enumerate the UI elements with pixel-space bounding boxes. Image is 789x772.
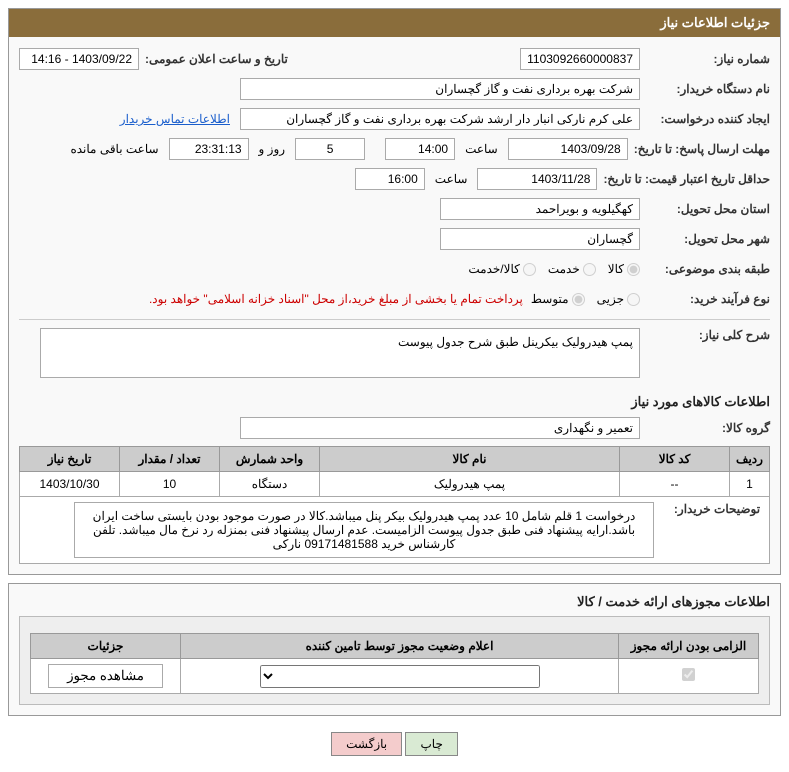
requester-label: ایجاد کننده درخواست: xyxy=(640,112,770,126)
desc-label: توضیحات خریدار: xyxy=(664,502,764,516)
class-opt-0: کالا xyxy=(608,262,624,276)
group-value: تعمیر و نگهداری xyxy=(240,417,640,439)
cell-unit: دستگاه xyxy=(220,472,320,497)
remain-label: ساعت باقی مانده xyxy=(70,142,158,156)
need-no-label: شماره نیاز: xyxy=(640,52,770,66)
class-label: طبقه بندی موضوعی: xyxy=(640,262,770,276)
valid-label: حداقل تاریخ اعتبار قیمت: تا تاریخ: xyxy=(597,172,770,186)
class-radio-service xyxy=(583,263,596,276)
summary-value: پمپ هیدرولیک بیکرینل طبق شرح جدول پیوست xyxy=(40,328,640,378)
cell-code: -- xyxy=(620,472,730,497)
permit-status-select[interactable] xyxy=(260,665,540,688)
summary-label: شرح کلی نیاز: xyxy=(640,328,770,342)
goods-section-title: اطلاعات کالاهای مورد نیاز xyxy=(19,384,770,416)
col-code: کد کالا xyxy=(620,447,730,472)
col-unit: واحد شمارش xyxy=(220,447,320,472)
prov-label: استان محل تحویل: xyxy=(640,202,770,216)
print-button[interactable]: چاپ xyxy=(405,732,457,756)
need-no-value: 1103092660000837 xyxy=(520,48,640,70)
valid-date: 1403/11/28 xyxy=(477,168,597,190)
time-label-1: ساعت xyxy=(465,142,498,156)
view-permit-button[interactable]: مشاهده مجوز xyxy=(48,664,163,688)
panel-title: جزئیات اطلاعات نیاز xyxy=(9,9,780,37)
process-radio-minor xyxy=(627,293,640,306)
process-radio-medium xyxy=(572,293,585,306)
city-label: شهر محل تحویل: xyxy=(640,232,770,246)
deadline-label: مهلت ارسال پاسخ: تا تاریخ: xyxy=(628,142,770,156)
prov-value: کهگیلویه و بویراحمد xyxy=(440,198,640,220)
permit-row: مشاهده مجوز xyxy=(31,659,759,694)
cell-name: پمپ هیدرولیک xyxy=(320,472,620,497)
desc-row: توضیحات خریدار: درخواست 1 قلم شامل 10 عد… xyxy=(20,497,770,564)
table-row: 1 -- پمپ هیدرولیک دستگاه 10 1403/10/30 xyxy=(20,472,770,497)
requester-value: علی کرم نارکی انبار دار ارشد شرکت بهره ب… xyxy=(240,108,640,130)
permit-col-1: اعلام وضعیت مجوز توسط تامین کننده xyxy=(181,634,619,659)
col-date: تاریخ نیاز xyxy=(20,447,120,472)
col-qty: تعداد / مقدار xyxy=(120,447,220,472)
permit-col-0: الزامی بودن ارائه مجوز xyxy=(619,634,759,659)
panel-body: شماره نیاز: 1103092660000837 تاریخ و ساع… xyxy=(9,37,780,574)
cell-qty: 10 xyxy=(120,472,220,497)
desc-text: درخواست 1 قلم شامل 10 عدد پمپ هیدرولیک ب… xyxy=(74,502,654,558)
goods-table: ردیف کد کالا نام کالا واحد شمارش تعداد /… xyxy=(19,446,770,564)
deadline-date: 1403/09/28 xyxy=(508,138,628,160)
city-value: گچساران xyxy=(440,228,640,250)
group-label: گروه کالا: xyxy=(640,421,770,435)
class-radio-both xyxy=(523,263,536,276)
class-opt-1: خدمت xyxy=(548,262,580,276)
buyer-value: شرکت بهره برداری نفت و گاز گچساران xyxy=(240,78,640,100)
col-name: نام کالا xyxy=(320,447,620,472)
permit-required-checkbox xyxy=(682,668,695,681)
days-and-label: روز و xyxy=(259,142,286,156)
deadline-time: 14:00 xyxy=(385,138,455,160)
permits-inner: الزامی بودن ارائه مجوز اعلام وضعیت مجوز … xyxy=(19,616,770,705)
class-opt-2: کالا/خدمت xyxy=(468,262,519,276)
time-label-2: ساعت xyxy=(435,172,468,186)
contact-link[interactable]: اطلاعات تماس خریدار xyxy=(120,112,230,126)
class-radio-goods xyxy=(627,263,640,276)
permit-col-2: جزئیات xyxy=(31,634,181,659)
permits-table: الزامی بودن ارائه مجوز اعلام وضعیت مجوز … xyxy=(30,633,759,694)
pub-time-value: 1403/09/22 - 14:16 xyxy=(19,48,139,70)
days-value: 5 xyxy=(295,138,365,160)
process-note: پرداخت تمام یا بخشی از مبلغ خرید،از محل … xyxy=(149,292,523,306)
footer-buttons: چاپ بازگشت xyxy=(8,724,781,764)
class-radio-group: کالا خدمت کالا/خدمت xyxy=(468,262,640,276)
remain-time: 23:31:13 xyxy=(169,138,249,160)
cell-date: 1403/10/30 xyxy=(20,472,120,497)
process-radio-group: جزیی متوسط xyxy=(531,292,640,306)
back-button[interactable]: بازگشت xyxy=(331,732,402,756)
process-label: نوع فرآیند خرید: xyxy=(640,292,770,306)
buyer-label: نام دستگاه خریدار: xyxy=(640,82,770,96)
permits-panel: اطلاعات مجوزهای ارائه خدمت / کالا الزامی… xyxy=(8,583,781,716)
valid-time: 16:00 xyxy=(355,168,425,190)
cell-idx: 1 xyxy=(730,472,770,497)
main-panel: جزئیات اطلاعات نیاز شماره نیاز: 11030926… xyxy=(8,8,781,575)
permits-title: اطلاعات مجوزهای ارائه خدمت / کالا xyxy=(19,594,770,616)
col-idx: ردیف xyxy=(730,447,770,472)
process-opt-1: متوسط xyxy=(531,292,569,306)
process-opt-0: جزیی xyxy=(597,292,624,306)
pub-time-label: تاریخ و ساعت اعلان عمومی: xyxy=(139,52,288,66)
